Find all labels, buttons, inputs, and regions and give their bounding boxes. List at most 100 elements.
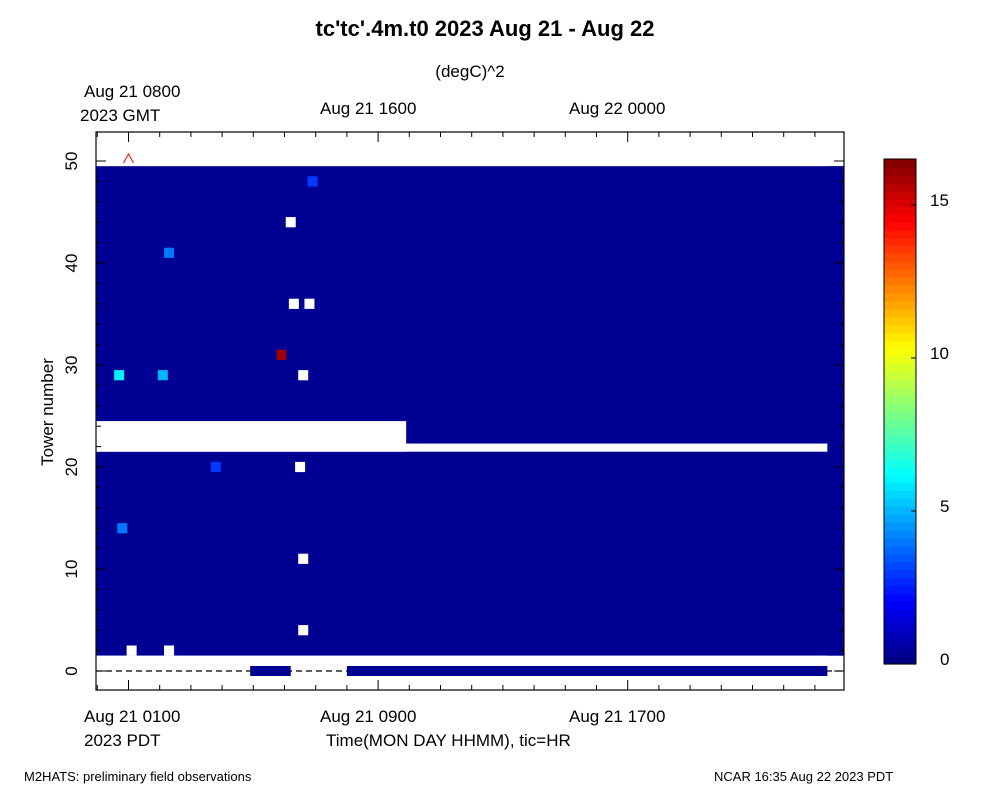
colorbar-segment	[884, 182, 916, 192]
colorbar-segment	[884, 482, 916, 492]
missing-data-marker	[123, 152, 134, 164]
colorbar-segment	[884, 301, 916, 310]
colorbar-segment	[884, 656, 916, 665]
colorbar-segment	[884, 553, 916, 563]
colorbar-segment	[884, 245, 916, 255]
heatmap-cell	[295, 461, 306, 473]
colorbar-segment	[884, 592, 916, 602]
top-axis-label: Aug 21 0800	[84, 82, 181, 101]
colorbar-segment	[884, 237, 916, 247]
colorbar-segment	[884, 577, 916, 586]
tower0-data-segment	[250, 666, 291, 676]
colorbar-segment	[884, 348, 916, 357]
colorbar-segment	[884, 498, 916, 507]
heatmap-cell	[276, 349, 287, 360]
heatmap-cell	[114, 370, 125, 381]
colorbar-segment	[884, 490, 916, 499]
footer-right-note: NCAR 16:35 Aug 22 2023 PDT	[714, 769, 894, 784]
heatmap-cell	[164, 645, 175, 656]
colorbar-segment	[884, 285, 916, 294]
colorbar-segment	[884, 403, 916, 413]
missing-data-band	[96, 443, 828, 452]
colorbar-segment	[884, 364, 916, 373]
colorbar-segment	[884, 190, 916, 200]
colorbar-tick-label: 15	[930, 191, 949, 210]
colorbar-segment	[884, 600, 916, 610]
colorbar-segment	[884, 624, 916, 634]
colorbar-segment	[884, 529, 916, 539]
colorbar-segment	[884, 443, 916, 452]
heatmap-cell	[210, 461, 221, 473]
colorbar-segment	[884, 450, 916, 460]
colorbar-segment	[884, 648, 916, 657]
colorbar-segment	[884, 640, 916, 649]
heatmap-cell	[126, 645, 137, 656]
heatmap-cell	[164, 247, 175, 258]
tower0-data-segment	[346, 666, 828, 676]
colorbar-tick-label: 10	[930, 344, 949, 363]
colorbar-segment	[884, 427, 916, 436]
heatmap-background	[96, 166, 844, 656]
colorbar-segment	[884, 387, 916, 397]
chart-title: tc'tc'.4m.t0 2023 Aug 21 - Aug 22	[315, 16, 655, 41]
colorbar-segment	[884, 159, 916, 168]
colorbar-segment	[884, 395, 916, 405]
colorbar-segment	[884, 340, 916, 349]
colorbar-segment	[884, 537, 916, 547]
colorbar-segment	[884, 514, 916, 523]
colorbar-tick-label: 5	[940, 497, 950, 516]
colorbar-segment	[884, 166, 916, 176]
colorbar-segment	[884, 506, 916, 515]
footer-left-note: M2HATS: preliminary field observations	[24, 769, 252, 784]
colorbar-segment	[884, 616, 916, 626]
heatmap-cell	[298, 625, 309, 636]
colorbar-segment	[884, 293, 916, 302]
colorbar-segment	[884, 458, 916, 468]
colorbar-segment	[884, 174, 916, 184]
colorbar-segment	[884, 230, 916, 239]
colorbar-segment	[884, 332, 916, 342]
colorbar-segment	[884, 214, 916, 223]
bottom-axis-label: Aug 21 0900	[320, 707, 417, 726]
colorbar-segment	[884, 379, 916, 389]
colorbar-segment	[884, 253, 916, 263]
colorbar-segment	[884, 521, 916, 531]
colorbar-segment	[884, 545, 916, 555]
colorbar-units-label: (degC)^2	[435, 62, 505, 81]
top-axis-label: Aug 22 0000	[569, 99, 666, 118]
colorbar-segment	[884, 222, 916, 231]
heatmap-cell	[117, 523, 128, 534]
colorbar-frame	[883, 158, 917, 665]
heatmap-cell	[304, 298, 315, 309]
colorbar-segment	[884, 411, 916, 420]
colorbar-segment	[884, 466, 916, 476]
colorbar-segment	[884, 569, 916, 578]
heatmap-cell	[285, 217, 296, 228]
colorbar-segment	[884, 632, 916, 641]
bottom-axis-label: Aug 21 0100	[84, 707, 181, 726]
heatmap-cell	[157, 370, 168, 381]
bottom-axis-label: Aug 21 1700	[569, 707, 666, 726]
bottom-axis-timezone: 2023 PDT	[84, 731, 161, 750]
colorbar-tick-label: 0	[940, 650, 950, 669]
colorbar-segment	[884, 308, 916, 318]
colorbar-segment	[884, 608, 916, 618]
top-axis-label: Aug 21 1600	[320, 99, 417, 118]
colorbar-segment	[884, 356, 916, 365]
heatmap-cell	[298, 370, 309, 381]
colorbar-segment	[884, 316, 916, 326]
colorbar-segment	[884, 261, 916, 271]
x-axis-title: Time(MON DAY HHMM), tic=HR	[326, 731, 571, 750]
colorbar-segment	[884, 198, 916, 207]
missing-data-band	[96, 655, 828, 665]
heatmap-cell	[288, 298, 299, 309]
colorbar-segment	[884, 277, 916, 286]
missing-data-band	[96, 140, 828, 167]
colorbar-segment	[884, 435, 916, 444]
colorbar-segment	[884, 206, 916, 215]
colorbar-segment	[884, 419, 916, 428]
colorbar-segment	[884, 324, 916, 334]
top-axis-timezone: 2023 GMT	[80, 106, 161, 125]
colorbar-segment	[884, 269, 916, 278]
